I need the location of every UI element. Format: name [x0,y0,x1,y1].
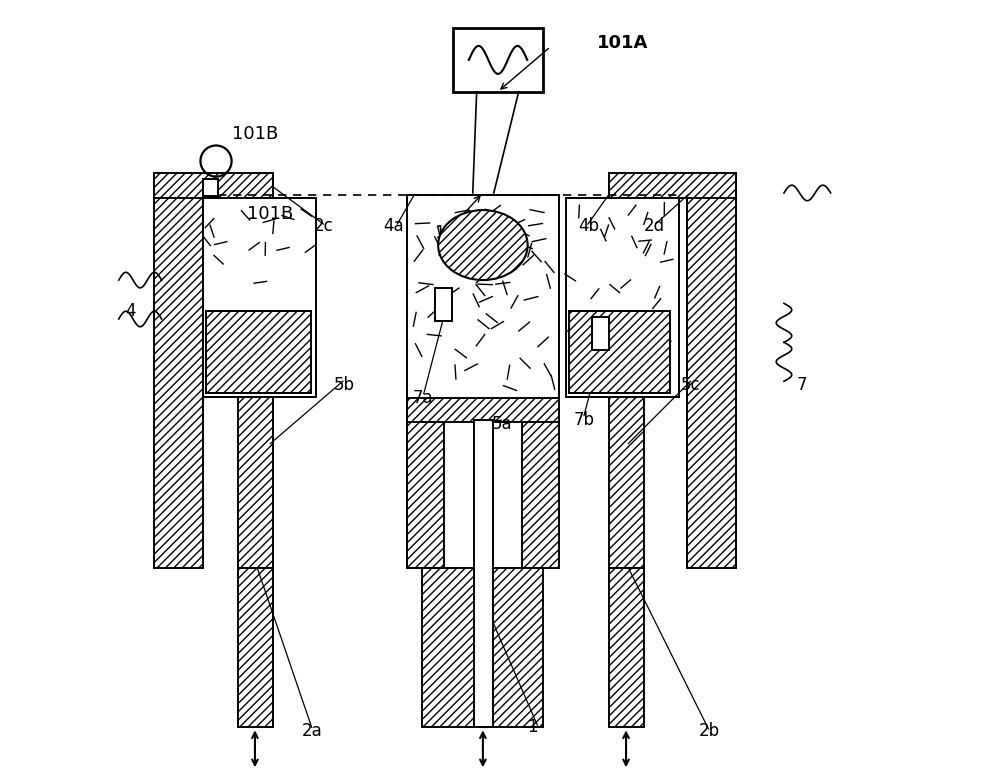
Text: 5b: 5b [334,376,355,394]
Bar [566,198,679,397]
Ellipse shape [438,210,528,280]
Bar [407,194,559,398]
Text: 101B: 101B [232,124,278,143]
Bar [453,28,543,92]
Text: 4: 4 [125,302,136,321]
Text: 2b: 2b [699,722,720,741]
Bar [206,311,311,393]
Bar [203,198,316,397]
Bar [238,568,273,727]
Text: 101A: 101A [597,33,649,52]
Text: 6: 6 [208,180,219,198]
Bar [609,173,736,198]
Bar [154,173,273,198]
Text: 2a: 2a [302,722,322,741]
Bar [474,420,493,727]
Bar [435,288,452,321]
Text: 7b: 7b [574,411,595,429]
Text: 1a: 1a [434,224,455,243]
Text: 7: 7 [797,376,807,394]
Bar [592,317,609,350]
Bar [609,179,644,568]
Bar [407,405,444,568]
Text: 1: 1 [527,718,538,737]
Text: 2c: 2c [313,216,333,235]
Bar [569,311,670,393]
Text: 101B: 101B [247,205,293,223]
Bar [609,568,644,727]
Text: 2d: 2d [644,216,665,235]
Bar [154,179,203,568]
Text: 7a: 7a [413,389,433,408]
Bar [203,179,218,196]
Text: 4b: 4b [578,216,599,235]
Bar [422,568,543,727]
Text: 5a: 5a [492,415,513,433]
Bar [238,179,273,568]
Text: 4a: 4a [383,216,404,235]
Bar [687,179,736,568]
Bar [407,398,559,422]
Text: 5c: 5c [680,376,700,394]
Bar [522,405,559,568]
